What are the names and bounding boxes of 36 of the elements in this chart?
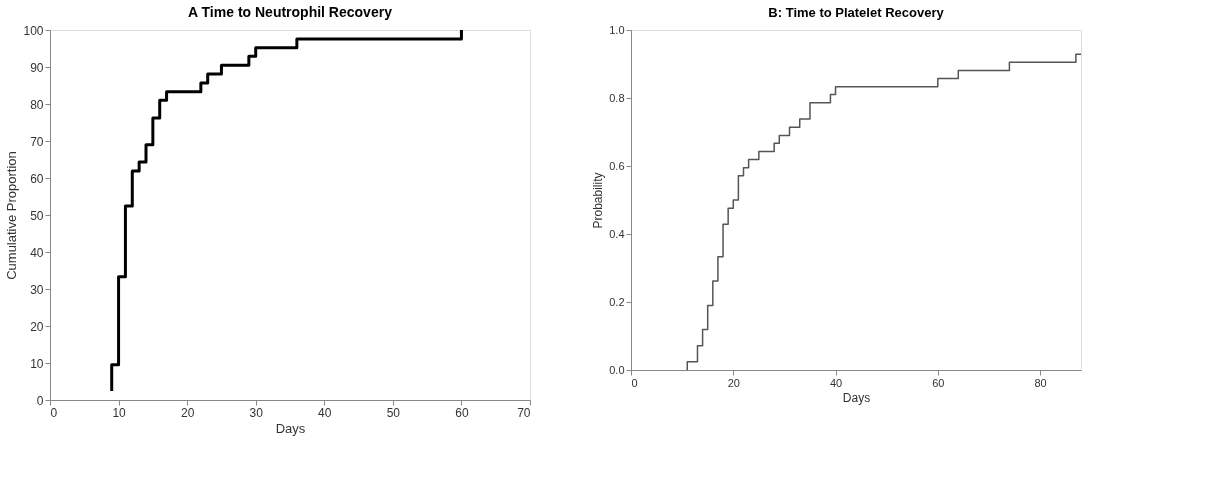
y-tick-label: 100 [23, 23, 44, 38]
y-tick-label: 30 [30, 282, 44, 297]
y-axis-title: Probability [591, 172, 606, 229]
x-tick-label: 30 [249, 405, 264, 420]
x-tick-label: 40 [318, 405, 332, 420]
y-tick-label: 0.4 [609, 227, 625, 240]
y-tick-label: 0.6 [609, 159, 625, 172]
chart-title: A Time to Neutrophil Recovery [188, 4, 393, 20]
y-tick-label: 40 [30, 245, 44, 260]
x-tick-label: 10 [112, 405, 127, 420]
x-tick-label: 40 [829, 376, 843, 389]
y-tick-label: 0.0 [609, 363, 625, 376]
y-tick-label: 20 [30, 319, 44, 334]
x-tick-label: 80 [1034, 376, 1047, 389]
y-tick-label: 0.8 [609, 91, 625, 104]
x-tick-label: 20 [180, 405, 195, 420]
y-tick-label: 60 [30, 171, 44, 186]
y-tick-label: 80 [30, 97, 44, 112]
x-tick-label: 50 [386, 405, 401, 420]
x-axis-title: Days [275, 420, 306, 436]
y-tick-label: 50 [30, 208, 44, 223]
y-axis-title: Cumulative Proportion [4, 151, 20, 280]
chart-title: B: Time to Platelet Recovery [768, 5, 945, 20]
x-tick-label: 60 [455, 405, 469, 420]
y-tick-label: 10 [30, 356, 44, 371]
x-axis-title: Days [842, 390, 871, 405]
x-tick-label: 60 [932, 376, 945, 389]
x-tick-label: 0 [631, 376, 638, 389]
x-tick-label: 0 [50, 405, 58, 420]
y-tick-label: 90 [30, 60, 44, 75]
y-tick-label: 70 [30, 134, 44, 149]
x-tick-label: 20 [727, 376, 740, 389]
y-tick-label: 1.0 [609, 23, 625, 36]
x-tick-label: 70 [517, 405, 531, 420]
y-tick-label: 0 [36, 393, 44, 408]
y-tick-label: 0.2 [609, 295, 625, 308]
